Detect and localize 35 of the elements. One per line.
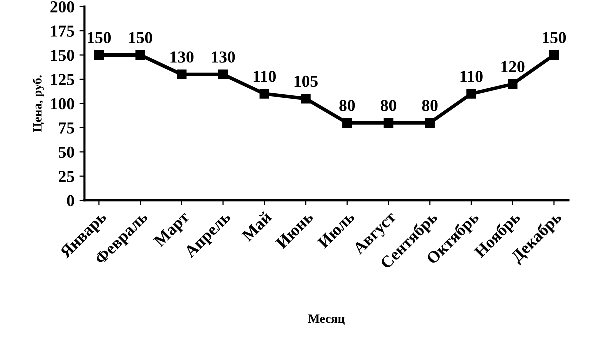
point xyxy=(260,89,270,99)
y-axis-title: Цена, руб. xyxy=(32,76,44,132)
data-label: 150 xyxy=(88,32,112,44)
point xyxy=(218,70,228,80)
point xyxy=(508,79,518,90)
data-label: 150 xyxy=(543,32,566,44)
point xyxy=(94,50,104,60)
data-label: 80 xyxy=(422,100,438,112)
y-tick-label: 200 xyxy=(50,2,74,13)
point xyxy=(177,70,187,80)
y-tick-label: 100 xyxy=(51,98,74,110)
point xyxy=(136,50,146,60)
x-axis-title: Месяц xyxy=(308,314,345,326)
data-label: 80 xyxy=(380,100,396,112)
y-tick-label: 0 xyxy=(67,195,74,207)
data-label: 120 xyxy=(502,61,525,73)
y-tick-label: 50 xyxy=(58,146,74,158)
y-tick-label: 25 xyxy=(59,171,74,182)
point xyxy=(425,118,435,128)
data-label: 80 xyxy=(340,100,356,112)
point xyxy=(342,118,352,128)
y-tick-label: 150 xyxy=(51,50,74,62)
y-tick-label: 175 xyxy=(51,26,74,37)
point xyxy=(466,89,476,99)
point xyxy=(301,94,311,104)
point xyxy=(549,50,560,60)
data-label: 150 xyxy=(129,32,152,44)
y-tick-label: 125 xyxy=(51,74,74,86)
point xyxy=(384,118,394,128)
data-label: 105 xyxy=(294,76,318,88)
y-tick-label: 75 xyxy=(59,122,74,134)
data-label: 130 xyxy=(212,52,236,63)
data-label: 130 xyxy=(170,52,194,63)
data-label: 110 xyxy=(254,71,276,82)
data-label: 110 xyxy=(460,71,483,82)
